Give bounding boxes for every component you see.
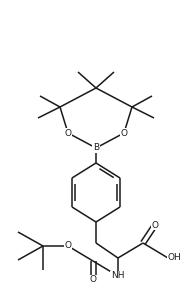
Text: OH: OH <box>168 253 182 262</box>
Text: B: B <box>93 143 99 152</box>
Text: O: O <box>120 129 128 138</box>
Text: O: O <box>64 242 71 251</box>
Text: O: O <box>90 276 96 285</box>
Text: O: O <box>152 221 158 230</box>
Text: O: O <box>64 129 71 138</box>
Text: NH: NH <box>111 272 125 281</box>
